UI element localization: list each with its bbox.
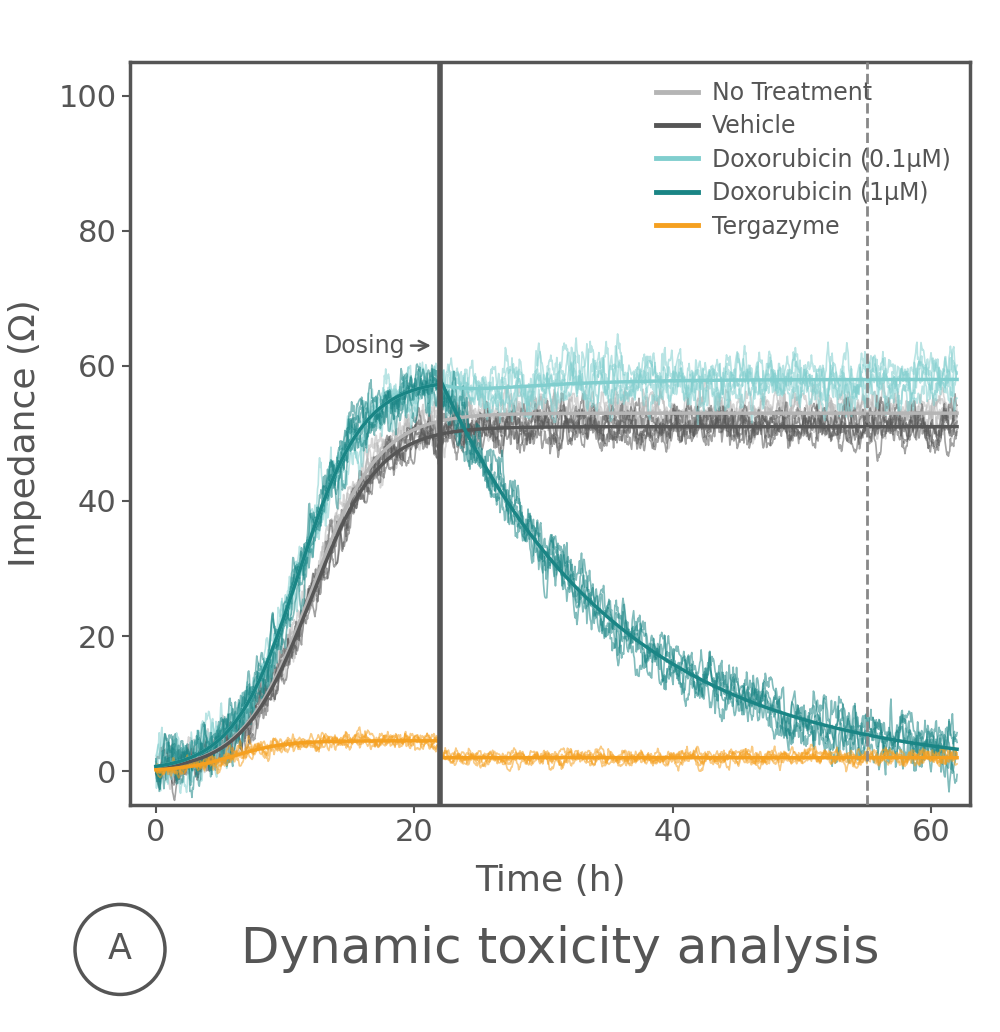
Legend: No Treatment, Vehicle, Doxorubicin (0.1μM), Doxorubicin (1μM), Tergazyme: No Treatment, Vehicle, Doxorubicin (0.1μ… [648,73,958,246]
Y-axis label: Impedance (Ω): Impedance (Ω) [8,299,42,568]
Text: Dynamic toxicity analysis: Dynamic toxicity analysis [241,926,879,973]
X-axis label: Time (h): Time (h) [475,864,625,898]
Text: A: A [108,933,132,966]
Text: Dosing: Dosing [324,333,428,358]
